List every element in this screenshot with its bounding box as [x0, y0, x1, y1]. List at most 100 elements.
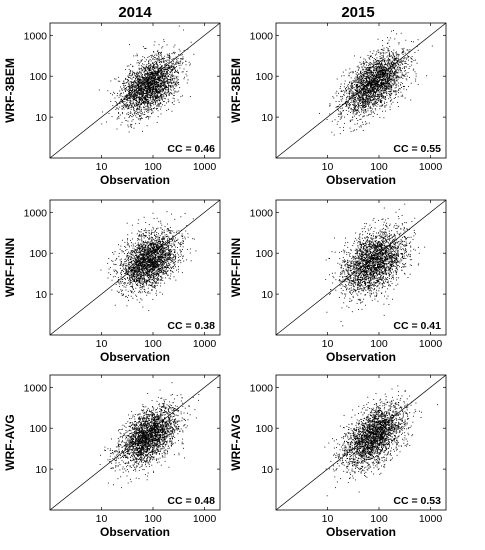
data-point — [345, 101, 347, 102]
data-point — [390, 103, 392, 105]
data-point — [362, 116, 364, 118]
data-point — [133, 127, 135, 129]
data-point — [146, 77, 147, 78]
data-point — [128, 76, 130, 78]
data-point — [157, 95, 158, 97]
data-point — [388, 68, 390, 70]
data-point — [171, 72, 173, 74]
data-point — [394, 90, 396, 92]
data-point — [127, 93, 129, 95]
data-point — [140, 97, 142, 99]
data-point — [397, 54, 399, 56]
data-point — [127, 99, 129, 101]
data-point — [156, 65, 158, 67]
data-point — [393, 56, 395, 58]
data-point — [366, 80, 367, 82]
data-point — [364, 109, 366, 111]
data-point — [377, 60, 379, 61]
data-point — [380, 68, 382, 70]
data-point — [373, 96, 375, 98]
data-point — [146, 81, 147, 83]
data-point — [129, 93, 131, 95]
data-point — [357, 99, 359, 101]
data-point — [369, 68, 371, 70]
data-point — [139, 105, 141, 107]
data-point — [362, 95, 364, 97]
data-point — [128, 116, 130, 118]
data-point — [399, 67, 400, 68]
data-point — [156, 62, 158, 64]
data-point — [152, 88, 154, 90]
data-point — [404, 56, 406, 58]
data-point — [121, 89, 123, 91]
data-point — [168, 94, 170, 96]
data-point — [343, 86, 345, 88]
data-point — [131, 124, 133, 125]
data-point — [147, 98, 148, 100]
data-point — [142, 85, 144, 87]
data-point — [145, 68, 147, 69]
data-point — [142, 76, 144, 78]
data-point — [170, 82, 172, 84]
data-point — [148, 84, 150, 86]
data-point — [146, 93, 148, 95]
data-point — [410, 82, 412, 84]
data-point — [431, 45, 433, 47]
data-point — [154, 59, 156, 61]
data-point — [403, 61, 405, 62]
data-point — [398, 65, 400, 67]
data-point — [367, 82, 369, 83]
data-point — [377, 74, 378, 76]
data-point — [387, 68, 389, 70]
data-point — [404, 76, 406, 77]
data-point — [140, 79, 142, 81]
data-point — [178, 90, 180, 92]
data-point — [389, 94, 391, 96]
data-point — [369, 90, 371, 92]
data-point — [142, 78, 144, 80]
data-point — [404, 52, 406, 54]
data-point — [137, 83, 138, 85]
data-point — [135, 76, 137, 78]
data-point — [392, 83, 394, 85]
data-point — [388, 86, 390, 88]
data-point — [374, 95, 376, 97]
data-point — [153, 80, 155, 82]
data-point — [387, 73, 389, 75]
data-point — [386, 86, 388, 88]
data-point — [127, 124, 129, 126]
data-point — [167, 68, 169, 70]
data-point — [159, 94, 161, 96]
data-point — [365, 61, 367, 63]
data-point — [186, 82, 188, 84]
data-point — [372, 96, 374, 98]
data-point — [370, 66, 372, 68]
data-point — [147, 87, 148, 89]
data-point — [139, 107, 140, 109]
data-point — [126, 104, 128, 106]
data-point — [159, 76, 161, 78]
data-point — [410, 61, 412, 63]
data-point — [359, 84, 361, 86]
data-point — [148, 90, 150, 92]
data-point — [144, 79, 146, 81]
data-point — [190, 41, 192, 43]
data-point — [350, 89, 352, 91]
data-point — [385, 88, 387, 90]
data-point — [365, 86, 367, 88]
data-point — [116, 101, 117, 103]
data-point — [386, 80, 388, 82]
data-point — [161, 79, 163, 81]
data-point — [355, 73, 357, 75]
data-point — [363, 87, 365, 89]
data-point — [169, 66, 171, 68]
data-point — [378, 69, 380, 71]
data-point — [142, 101, 144, 103]
data-point — [135, 94, 137, 96]
data-point — [163, 80, 165, 82]
data-point — [168, 57, 170, 59]
data-point — [145, 73, 147, 74]
data-point — [365, 86, 367, 88]
data-point — [379, 57, 381, 59]
data-point — [372, 80, 374, 82]
